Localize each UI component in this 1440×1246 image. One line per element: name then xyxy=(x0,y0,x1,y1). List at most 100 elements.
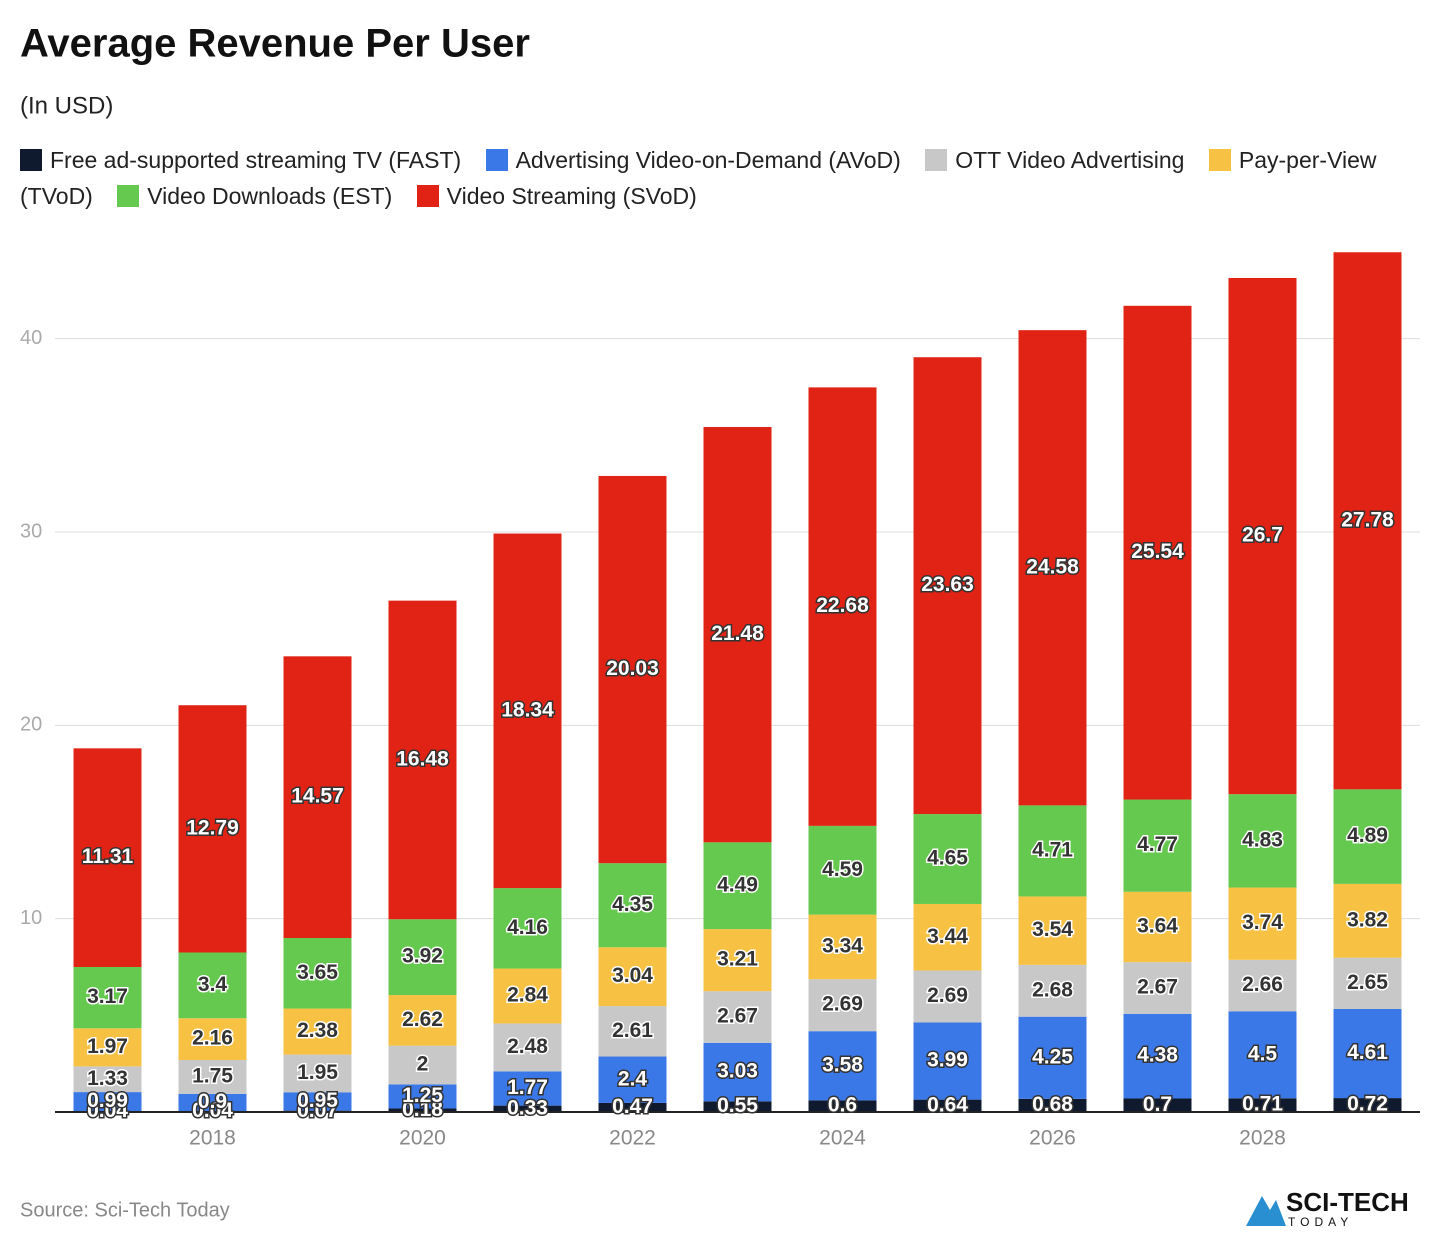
bar-segment xyxy=(1123,1013,1192,1099)
value-label: 2.69 xyxy=(927,984,968,1007)
value-label: 4.65 xyxy=(927,847,968,870)
bar-segment xyxy=(1018,805,1087,897)
legend-item: Pay-per-View (TVoD) xyxy=(20,147,1377,209)
bar-segment xyxy=(1123,962,1192,1014)
bar-segment xyxy=(1333,252,1402,790)
value-label: 2.65 xyxy=(1347,971,1388,994)
value-label: 0.95 xyxy=(297,1089,338,1112)
bar-segment xyxy=(703,991,772,1043)
x-tick-label: 2022 xyxy=(609,1127,656,1150)
bar-segment xyxy=(598,1056,667,1103)
bar-segment xyxy=(388,600,457,920)
bar-segment xyxy=(73,1066,142,1093)
bar-segment xyxy=(1018,330,1087,806)
value-label: 3.65 xyxy=(297,961,338,984)
bar-segment xyxy=(1333,1008,1402,1099)
value-label: 2.16 xyxy=(192,1027,233,1050)
value-label: 0.71 xyxy=(1242,1093,1283,1116)
legend-swatch xyxy=(1208,149,1231,171)
bar-segment xyxy=(913,1099,982,1112)
bar-segment xyxy=(598,475,667,864)
bar-segment xyxy=(493,888,562,969)
value-label: 3.4 xyxy=(198,973,228,996)
bar-segment xyxy=(913,970,982,1023)
bar-segment xyxy=(703,1042,772,1102)
bar-segment xyxy=(703,842,772,930)
bar-segment xyxy=(808,1031,877,1101)
logo-top: SCI-TECH xyxy=(1286,1187,1409,1217)
value-label: 1.77 xyxy=(507,1076,548,1099)
value-label: 0.04 xyxy=(87,1099,128,1122)
legend: Free ad-supported streaming TV (FAST) Ad… xyxy=(20,142,1420,214)
bar-segment xyxy=(283,938,352,1009)
bar-segment xyxy=(1228,1098,1297,1112)
value-label: 2 xyxy=(417,1053,429,1076)
value-label: 3.82 xyxy=(1347,908,1388,931)
bar-segment xyxy=(808,387,877,826)
x-tick-label: 2028 xyxy=(1239,1127,1286,1150)
logo-icon xyxy=(1246,1196,1286,1226)
bar-segment xyxy=(808,825,877,915)
legend-label: Pay-per-View (TVoD) xyxy=(20,147,1377,209)
value-label: 0.7 xyxy=(1143,1093,1172,1116)
legend-label: Video Streaming (SVoD) xyxy=(446,183,697,209)
legend-swatch xyxy=(485,149,508,171)
value-label: 2.67 xyxy=(1137,976,1178,999)
logo-bottom: TODAY xyxy=(1288,1215,1353,1229)
bar-segment xyxy=(283,656,352,938)
value-label: 4.71 xyxy=(1032,838,1073,861)
value-label: 0.47 xyxy=(612,1095,653,1118)
source: Source: Sci-Tech Today xyxy=(20,1199,230,1221)
x-tick-label: 2026 xyxy=(1029,1127,1076,1150)
bar-segment xyxy=(178,1018,247,1060)
value-label: 3.54 xyxy=(1032,918,1073,941)
value-label: 2.61 xyxy=(612,1019,653,1042)
y-tick-label: 40 xyxy=(20,327,42,349)
value-label: 2.84 xyxy=(507,984,548,1007)
bar-segment xyxy=(178,1093,247,1112)
value-label: 3.99 xyxy=(927,1049,968,1072)
value-label: 4.61 xyxy=(1347,1041,1388,1064)
value-label: 0.07 xyxy=(297,1099,338,1122)
value-label: 0.64 xyxy=(927,1093,968,1116)
value-label: 23.63 xyxy=(921,573,974,596)
bar-segment xyxy=(493,1105,562,1112)
y-tick-label: 30 xyxy=(20,520,42,542)
bar-segment xyxy=(73,1028,142,1067)
value-label: 3.92 xyxy=(402,945,443,968)
value-label: 3.74 xyxy=(1242,911,1283,934)
value-label: 0.33 xyxy=(507,1096,548,1119)
value-label: 2.66 xyxy=(1242,973,1283,996)
bar-segment xyxy=(598,1006,667,1057)
value-label: 3.64 xyxy=(1137,915,1178,938)
bar-segment xyxy=(703,929,772,992)
bar-segment xyxy=(178,705,247,953)
legend-label: Free ad-supported streaming TV (FAST) xyxy=(50,147,462,173)
bar-segment xyxy=(808,1100,877,1112)
bar-segment xyxy=(808,979,877,1032)
bar-segment xyxy=(388,1108,457,1112)
bar-segment xyxy=(388,919,457,996)
bar-segment xyxy=(703,427,772,843)
value-label: 14.57 xyxy=(291,785,344,808)
value-label: 2.4 xyxy=(618,1067,648,1090)
bar-segment xyxy=(178,1059,247,1094)
value-label: 3.44 xyxy=(927,925,968,948)
legend-item: Free ad-supported streaming TV (FAST) xyxy=(20,147,461,173)
bar-segment xyxy=(1228,959,1297,1012)
value-label: 0.99 xyxy=(87,1089,128,1112)
value-label: 1.75 xyxy=(192,1064,233,1087)
value-label: 4.16 xyxy=(507,916,548,939)
legend-item: Video Downloads (EST) xyxy=(117,183,392,209)
bar-segment xyxy=(598,863,667,948)
chart-subtitle: (In USD) xyxy=(20,92,113,119)
value-label: 11.31 xyxy=(82,845,134,868)
bar-segment xyxy=(913,1022,982,1100)
value-label: 1.95 xyxy=(297,1061,338,1084)
bar-segment xyxy=(808,914,877,980)
legend-swatch xyxy=(925,149,948,171)
value-label: 0.9 xyxy=(198,1090,227,1113)
value-label: 0.04 xyxy=(192,1099,233,1122)
value-label: 2.62 xyxy=(402,1008,443,1031)
value-label: 4.77 xyxy=(1137,833,1178,856)
